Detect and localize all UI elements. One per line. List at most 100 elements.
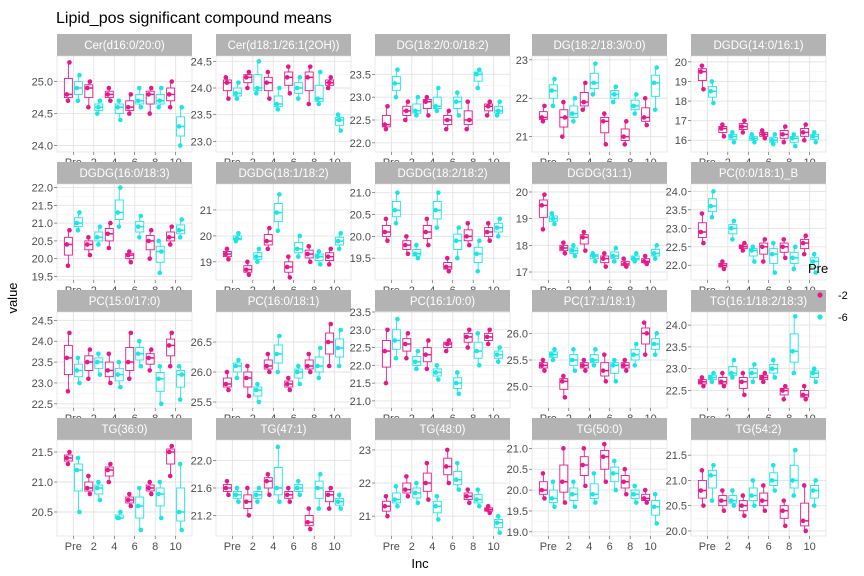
box--6 [548,76,558,109]
y-tick-label: 23.0 [350,92,371,104]
y-tick-label: 23.5 [32,357,53,369]
box--6 [294,363,304,387]
data-point [569,111,575,116]
data-point [146,355,151,361]
data-point [424,366,430,372]
box--2 [284,254,294,280]
data-point [423,99,429,105]
data-point [559,245,565,251]
data-point [65,98,71,104]
data-point [404,108,409,114]
data-point [782,255,788,261]
data-point [146,238,151,244]
data-point [135,98,141,104]
data-point [466,117,472,123]
data-point [454,460,460,466]
facet-strip [532,290,667,312]
data-point [315,254,320,259]
data-point [750,135,756,141]
x-tick-label: Pre [65,541,82,553]
box--2 [63,227,73,269]
data-point [274,101,280,107]
box--6 [412,94,422,118]
data-point [539,203,545,208]
data-point [603,142,609,147]
y-tick-label: 20 [200,231,212,243]
data-point [326,506,332,511]
data-point [552,504,557,510]
box--6 [630,92,640,116]
data-point [415,348,421,354]
box--2 [222,246,232,262]
box--6 [651,243,661,261]
data-point [728,134,734,139]
data-point [392,338,398,343]
data-point [94,485,100,491]
box--2 [104,351,114,386]
data-point [169,330,175,336]
data-point [709,498,715,503]
data-point [148,347,154,352]
data-point [759,128,765,133]
box--2 [125,92,135,116]
data-point [176,509,182,515]
data-point [106,245,112,251]
data-point [156,376,161,382]
box--6 [73,455,83,515]
box--2 [243,259,253,278]
data-point [780,508,785,514]
data-point [652,256,658,261]
data-point [116,224,122,229]
box--2 [484,503,494,516]
data-point [402,487,408,492]
data-point [97,224,103,229]
data-point [436,517,441,522]
box--2 [759,483,769,514]
data-point [601,251,607,256]
data-point [116,359,122,365]
data-point [108,461,113,467]
data-point [770,141,776,147]
data-point [264,478,270,484]
data-point [64,242,70,247]
data-point [562,500,568,505]
data-point [762,135,768,141]
data-point [781,498,787,503]
box-iqr [114,199,124,221]
data-point [405,493,411,499]
x-tick-label: 10 [170,541,182,553]
data-point [405,99,411,105]
facet-strip [691,290,826,312]
data-point [243,499,249,505]
data-point [385,513,390,519]
data-point [701,87,706,92]
panel-background [531,55,668,153]
box--2 [463,487,473,506]
box--2 [166,79,176,110]
y-tick-label: 19.5 [350,253,371,265]
box-iqr [559,464,569,493]
data-point [306,506,312,511]
data-point [115,210,121,215]
data-point [454,255,460,261]
data-point [790,348,795,354]
data-point [800,130,806,135]
data-point [243,267,249,272]
data-point [497,345,503,350]
data-point [611,92,617,97]
box-iqr [697,68,707,81]
box--2 [718,122,728,139]
facet-strip-label: TG(50:0) [576,424,622,436]
box-iqr [166,448,176,465]
box--2 [63,330,73,394]
data-point [760,379,766,385]
y-tick-label: 24.5 [32,315,53,327]
legend-label: -6 [838,312,848,324]
box--2 [422,94,432,118]
x-tick-label: 8 [311,541,317,553]
data-point [434,493,440,499]
data-point [698,379,704,385]
facet-strip [57,34,192,56]
data-point [494,113,500,118]
data-point [433,103,439,109]
